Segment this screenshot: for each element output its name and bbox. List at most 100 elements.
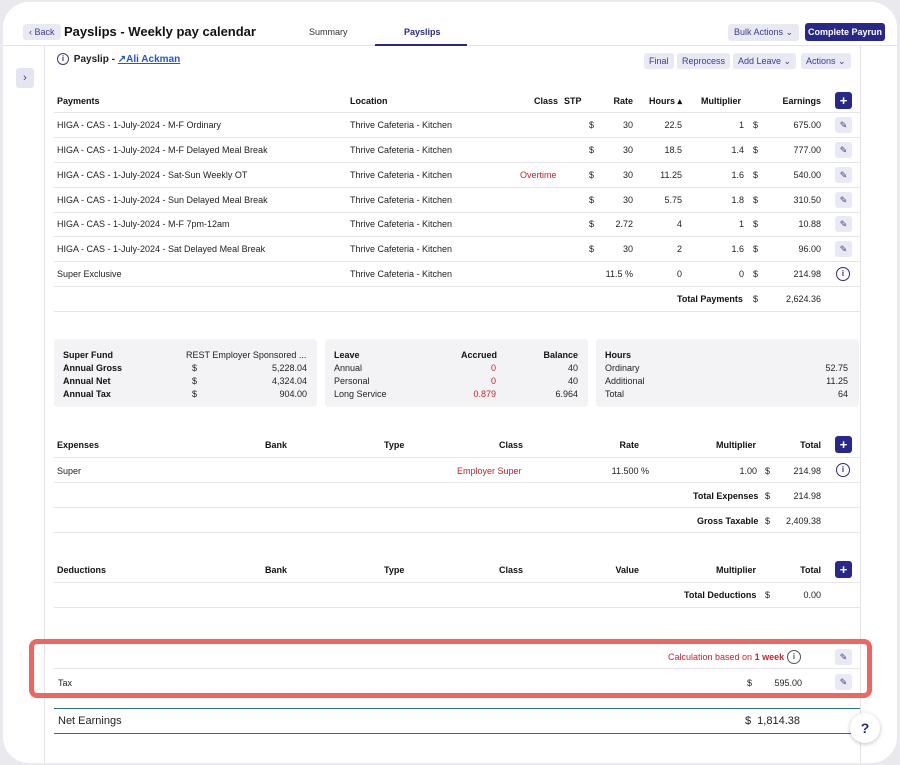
help-button[interactable]: ? [850,713,880,743]
payment-rate-currency: $ [589,194,595,205]
payment-hours: 0 [676,269,682,280]
payment-info-icon[interactable]: i [836,267,850,282]
info-icon[interactable]: i [57,53,69,66]
payment-name: HIGA - CAS - 1-July-2024 - M-F Ordinary [57,120,222,130]
edit-payment-button[interactable]: ✎ [835,241,852,258]
expenses-total-row: Total Expenses $ 214.98 [54,483,860,508]
add-leave-button[interactable]: Add Leave ⌄ [733,53,797,69]
hours-ordinary-value: 52.75 [825,363,848,373]
hours-ordinary-label: Ordinary [605,363,640,373]
edit-tax-button[interactable]: ✎ [835,674,852,690]
leave-card: Leave Accrued Balance Annual 0 40 Person… [325,339,588,407]
leave-long-service-label: Long Service [334,389,387,399]
leave-annual-balance: 40 [567,363,578,373]
col-hours[interactable]: Hours ▴ [648,96,682,106]
edit-payment-button[interactable]: ✎ [835,166,852,183]
super-fund-value: REST Employer Sponsored ... [186,350,307,360]
payment-rate: 2.72 [615,219,633,230]
edit-payment-button[interactable]: ✎ [835,216,852,233]
expense-currency: $ [765,466,771,476]
payslip-heading: i Payslip - ↗Ali Ackman [57,53,180,67]
final-button[interactable]: Final [644,53,674,69]
tab-summary[interactable]: Summary [309,27,348,37]
hours-additional-value: 11.25 [826,376,848,386]
col-payments: Payments [57,96,100,106]
super-fund-label: Super Fund [63,350,113,360]
payment-earnings-currency: $ [753,144,759,155]
annual-gross-label: Annual Gross [63,363,123,373]
payment-name: HIGA - CAS - 1-July-2024 - Sat Delayed M… [57,244,266,255]
employee-link[interactable]: ↗Ali Ackman [118,54,180,65]
leave-header: Leave [334,350,360,360]
tax-calc-period: 1 week [754,652,785,662]
top-bar: ‹ Back Payslips - Weekly pay calendar Su… [3,2,897,46]
payment-hours: 2 [676,244,682,255]
payment-location: Thrive Cafeteria - Kitchen [350,169,453,180]
col-multiplier: Multiplier [716,565,756,575]
col-stp: STP [564,96,582,106]
payment-earnings-currency: $ [753,219,759,230]
annual-net-value: 4,324.04 [271,376,307,386]
bulk-actions-button[interactable]: Bulk Actions ⌄ [728,24,800,41]
col-total: Total [800,440,821,450]
tax-info-icon[interactable]: i [787,650,801,664]
add-payment-button[interactable]: + [835,92,852,109]
add-expense-button[interactable]: + [835,436,852,453]
payment-row: HIGA - CAS - 1-July-2024 - M-F Delayed M… [54,138,860,163]
payment-earnings-currency: $ [753,244,759,255]
hours-total-value: 64 [837,389,848,399]
expense-info-icon[interactable]: i [836,463,850,477]
payment-location: Thrive Cafeteria - Kitchen [350,194,453,205]
leave-long-service-balance: 6.964 [555,389,578,399]
payment-name: HIGA - CAS - 1-July-2024 - M-F Delayed M… [57,144,268,155]
payment-hours: 18.5 [664,144,682,155]
payment-multiplier: 1.8 [731,194,744,205]
col-deductions: Deductions [57,565,107,575]
tax-calc-prefix: Calculation based on [668,652,755,662]
tax-currency: $ [747,678,753,688]
payment-multiplier: 1 [738,120,744,130]
total-expenses-label: Total Expenses [693,491,759,501]
col-rate: Rate [613,96,633,106]
payment-rate: 30 [622,244,633,255]
payment-multiplier: 1.6 [731,169,744,180]
col-type: Type [384,440,405,450]
payment-rate-currency: $ [589,169,595,180]
net-divider-bottom [54,733,860,734]
reprocess-button[interactable]: Reprocess [677,53,731,69]
edit-payment-button[interactable]: ✎ [835,141,852,158]
app-window: ‹ Back Payslips - Weekly pay calendar Su… [3,2,897,763]
payments-table: Payments Location Class STP Rate Hours ▴… [54,88,860,313]
col-class: Class [499,440,524,450]
payment-name: HIGA - CAS - 1-July-2024 - M-F 7pm-12am [57,219,230,230]
annual-gross-currency: $ [192,363,198,373]
hours-card: Hours Ordinary 52.75 Additional 11.25 To… [596,339,859,407]
edit-tax-calc-button[interactable]: ✎ [835,649,852,665]
payslip-label: Payslip - [73,54,115,65]
tab-payslips[interactable]: Payslips [404,27,441,37]
add-deduction-button[interactable]: + [835,561,852,578]
payment-earnings: 777.00 [793,144,821,155]
payment-rate-currency: $ [589,144,595,155]
payment-earnings: 310.50 [793,194,821,205]
edit-payment-button[interactable]: ✎ [835,191,852,208]
payment-class: Overtime [520,169,557,180]
complete-payrun-button[interactable]: Complete Payrun [805,23,885,41]
actions-button[interactable]: Actions ⌄ [801,53,851,69]
sidebar-expand-icon[interactable]: › [16,68,34,88]
edit-payment-button[interactable]: ✎ [835,117,852,133]
col-rate: Rate [619,440,639,450]
payment-row: HIGA - CAS - 1-July-2024 - Sun Delayed M… [54,188,860,213]
payment-rate: 11.5 % [605,269,633,280]
tax-label: Tax [58,678,73,688]
employee-name: Ali Ackman [126,54,181,65]
payment-row: HIGA - CAS - 1-July-2024 - M-F Ordinary T… [54,113,860,138]
super-card: Super Fund REST Employer Sponsored ... A… [54,339,317,407]
back-button[interactable]: ‹ Back [23,24,61,40]
leave-personal-accrued: 0 [490,376,496,386]
payment-earnings: 214.98 [793,269,821,280]
col-total: Total [800,565,821,575]
leave-long-service-accrued: 0.879 [473,389,496,399]
content-divider-right [860,46,861,763]
payment-location: Thrive Cafeteria - Kitchen [350,120,453,130]
